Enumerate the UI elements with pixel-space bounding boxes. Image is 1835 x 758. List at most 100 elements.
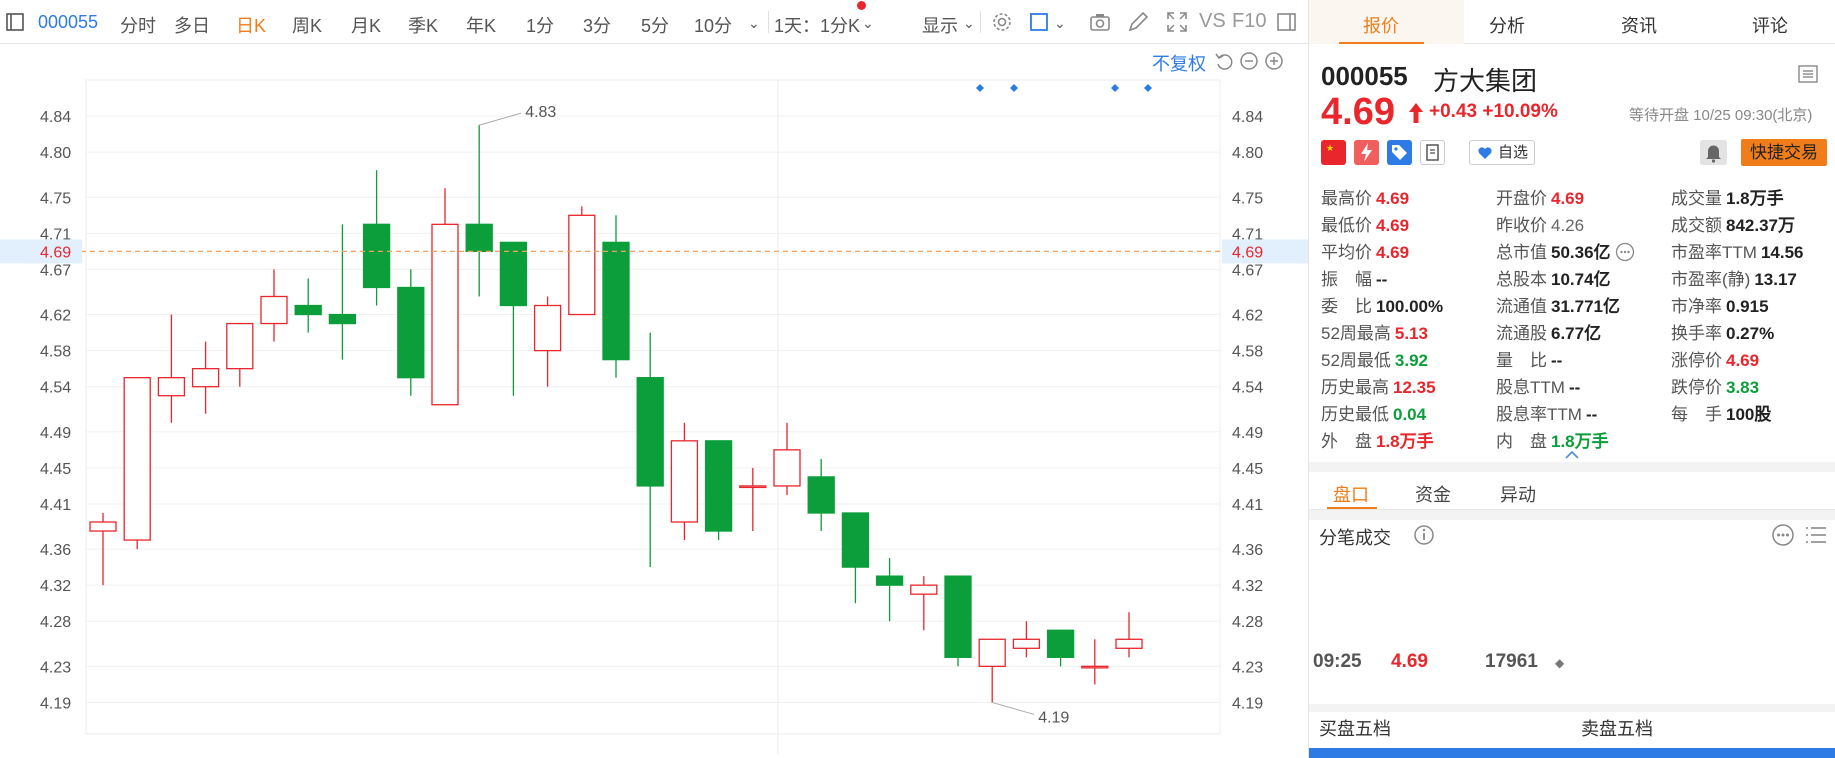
list-view-icon[interactable] [1803,523,1829,552]
y-tick-label-left: 4.28 [40,614,71,631]
candle-up [89,521,117,532]
chevron-up-icon[interactable] [1564,447,1580,465]
stat-value: 1.8万手 [1726,189,1784,208]
info-icon[interactable] [1413,524,1435,551]
price-tag-right-bg [1222,239,1308,264]
tab-news[interactable]: 资讯 [1621,16,1657,36]
tab-3min[interactable]: 3分 [583,16,612,36]
up-arrow-icon [1407,101,1425,130]
y-tick-label-left: 4.62 [40,308,71,325]
stat-row: 开盘价 4.69 [1496,184,1584,209]
tab-duori[interactable]: 多日 [174,16,210,36]
candle-up [739,485,767,489]
stat-value: 100.00% [1376,297,1444,316]
tab-daily-k[interactable]: 日K [236,16,267,36]
tab-10min[interactable]: 10分 [694,16,733,36]
stat-row: 成交量 1.8万手 [1671,184,1784,209]
tab-comments[interactable]: 评论 [1752,16,1788,36]
kline-svg[interactable]: 4.84 4.84 4.80 4.80 4.75 4.75 4.71 4.71 4.67 4.67… [0,44,1308,758]
subtab-funds[interactable]: 资金 [1415,485,1451,505]
tab-quarterly-k[interactable]: 季K [408,16,439,36]
stat-value: 1.8万手 [1551,432,1609,451]
stat-label: 历史最高 [1321,378,1389,397]
heart-icon [1478,147,1492,159]
sidebar-toggle-icon[interactable] [4,10,28,34]
china-flag-icon[interactable]: ★ [1321,140,1346,165]
chevron-down-icon[interactable]: ⌄ [963,15,975,31]
chevron-down-icon[interactable]: ⌄ [1054,15,1066,31]
candle-up [431,223,459,406]
tab-5min[interactable]: 5分 [641,16,670,36]
chevron-down-icon[interactable]: ⌄ [862,15,874,31]
subtab-underline [1327,507,1377,509]
subtab-pankou[interactable]: 盘口 [1333,485,1369,505]
subtab-movement[interactable]: 异动 [1500,485,1536,505]
fullscreen-icon[interactable] [1165,10,1189,34]
stat-label: 换手率 [1671,324,1722,343]
tag-icon[interactable] [1387,140,1412,165]
settings-gear-icon[interactable] [990,10,1014,34]
y-tick-label-left: 4.41 [40,497,71,514]
add-watchlist-button[interactable]: 自选 [1469,140,1535,165]
stat-value: 0.915 [1726,297,1769,316]
y-tick-label-right: 4.67 [1232,262,1263,279]
lightning-icon[interactable] [1354,140,1379,165]
y-tick-label-right: 4.41 [1232,497,1263,514]
quick-trade-button[interactable]: 快捷交易 [1741,139,1827,166]
tick-price: 4.69 [1391,651,1428,672]
tab-monthly-k[interactable]: 月K [351,16,382,36]
pencil-icon[interactable] [1126,10,1150,34]
kline-chart[interactable]: 4.84 4.84 4.80 4.80 4.75 4.75 4.71 4.71 4.67 4.67… [0,44,1308,758]
tab-analysis[interactable]: 分析 [1489,16,1525,36]
stat-label: 52周最低 [1321,351,1391,370]
alert-bell-icon[interactable] [1700,140,1727,165]
list-menu-icon[interactable] [1797,64,1819,89]
document-icon[interactable] [1420,140,1445,165]
draw-rect-icon[interactable] [1028,10,1052,34]
panel-toggle-icon[interactable] [1275,10,1299,34]
stock-code-tab[interactable]: 000055 [38,12,99,32]
y-tick-label-left: 4.71 [40,226,71,243]
display-menu[interactable]: 显示 [922,16,958,36]
price-change: +0.43 +10.09% [1429,101,1558,123]
y-tick-label-right: 4.36 [1232,542,1263,559]
fuquan-toggle[interactable]: 不复权 [1152,54,1206,74]
stat-row: 量 比 -- [1496,346,1562,371]
tab-quote[interactable]: 报价 [1363,16,1399,36]
stat-row: 换手率 0.27% [1671,319,1774,344]
tab-fenshi[interactable]: 分时 [120,16,156,36]
tab-1min[interactable]: 1分 [526,16,555,36]
zoom-out-icon[interactable] [1238,50,1260,72]
stat-row: 历史最低 0.04 [1321,400,1426,425]
more-options-icon[interactable] [1615,242,1635,262]
stat-row: 总市值 50.36亿 [1496,238,1635,263]
camera-icon[interactable] [1088,10,1112,34]
vs-compare-button[interactable]: VS [1199,10,1226,32]
stat-label: 流通值 [1496,297,1547,316]
f10-button[interactable]: F10 [1232,10,1267,32]
tab-weekly-k[interactable]: 周K [292,16,323,36]
chevron-down-icon[interactable]: ⌄ [748,15,760,31]
candle-down [499,241,528,307]
y-tick-label-left: 4.75 [40,190,71,207]
zoom-in-icon[interactable] [1263,50,1285,72]
stock-name: 方大集团 [1433,66,1538,96]
stat-row: 涨停价 4.69 [1671,346,1759,371]
y-tick-label-right: 4.75 [1232,190,1263,207]
event-marker-icon [1144,84,1152,92]
stat-row: 市净率 0.915 [1671,292,1769,317]
more-options-icon[interactable] [1771,523,1795,552]
stat-label: 内 盘 [1496,432,1547,451]
tab-yearly-k[interactable]: 年K [466,16,497,36]
stat-value: 4.26 [1551,216,1585,235]
candle-down [294,304,322,316]
stat-value: 842.37万 [1726,216,1795,235]
y-tick-label-right: 4.45 [1232,461,1263,478]
stat-row: 跌停价 3.83 [1671,373,1759,398]
stat-row: 52周最低 3.92 [1321,346,1428,371]
undo-icon[interactable] [1213,50,1235,72]
event-marker-icon [1010,84,1018,92]
period-select[interactable]: 1天：1分K [774,16,861,36]
tick-time: 09:25 [1313,651,1362,672]
max-price-label: 4.83 [525,104,556,121]
